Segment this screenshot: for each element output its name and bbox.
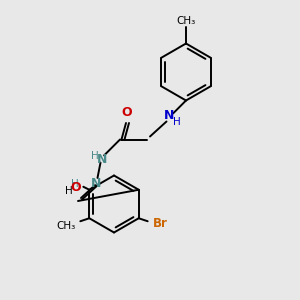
Text: H: H <box>65 186 73 196</box>
Text: Br: Br <box>153 217 168 230</box>
Text: CH₃: CH₃ <box>56 221 75 231</box>
Text: O: O <box>70 181 81 194</box>
Text: H: H <box>71 179 79 189</box>
Text: N: N <box>164 109 175 122</box>
Text: CH₃: CH₃ <box>176 16 196 26</box>
Text: N: N <box>97 153 107 166</box>
Text: H: H <box>91 151 99 161</box>
Text: H: H <box>173 117 181 128</box>
Text: O: O <box>122 106 132 119</box>
Text: N: N <box>91 177 101 190</box>
